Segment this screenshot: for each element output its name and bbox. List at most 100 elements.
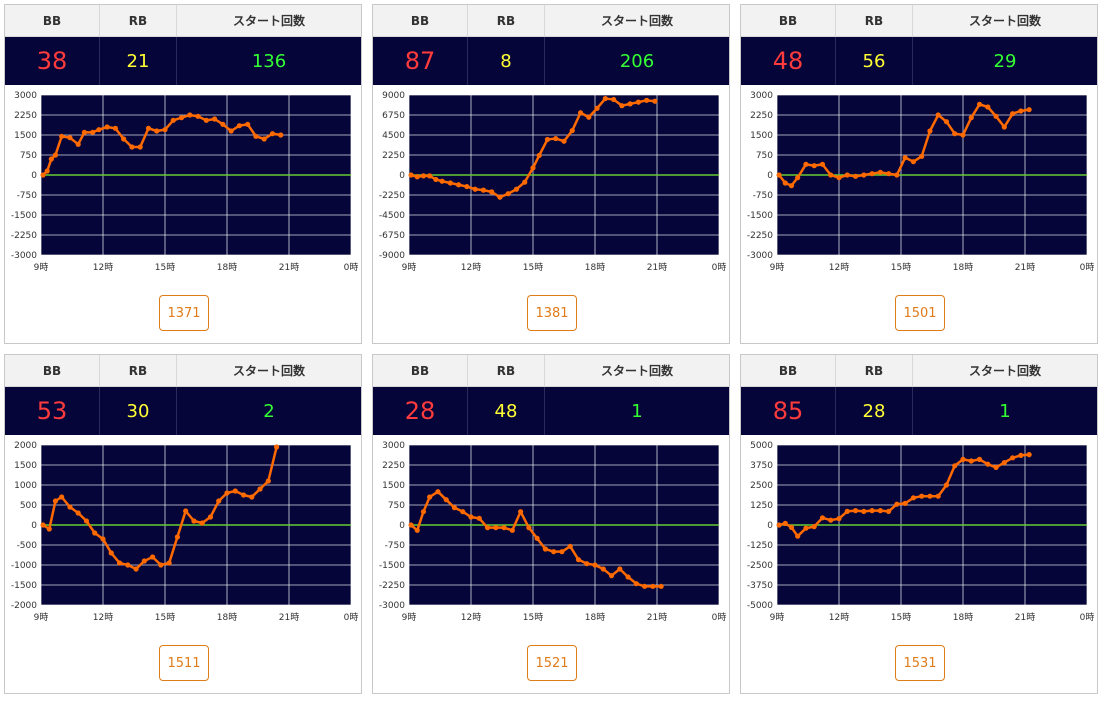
y-tick-label: -2250 — [379, 191, 405, 201]
data-point — [652, 98, 658, 104]
data-point — [1010, 111, 1016, 117]
y-tick-label: 0 — [767, 171, 773, 181]
bb-header: BB — [741, 355, 836, 386]
x-tick-label: 0時 — [1080, 262, 1095, 273]
y-tick-label: 1250 — [750, 501, 773, 511]
data-point — [240, 492, 247, 498]
start-count-value: 2 — [263, 400, 275, 422]
x-tick-label: 18時 — [217, 262, 237, 273]
data-point — [414, 527, 420, 533]
x-tick-label: 21時 — [279, 612, 299, 623]
data-point — [414, 174, 420, 180]
data-point — [852, 173, 859, 179]
data-point — [447, 180, 453, 186]
data-point — [212, 116, 218, 122]
data-point — [919, 493, 925, 499]
x-tick-label: 21時 — [647, 612, 667, 623]
data-point — [1001, 124, 1007, 130]
start-count-value: 136 — [251, 50, 287, 72]
data-point — [420, 509, 427, 515]
data-point — [427, 173, 433, 179]
y-tick-label: -1500 — [747, 211, 773, 221]
data-point — [968, 458, 974, 464]
machine-number-button[interactable]: 1501 — [895, 295, 945, 331]
data-point — [575, 557, 582, 563]
machine-number-button[interactable]: 1521 — [527, 645, 577, 681]
data-point — [137, 144, 143, 150]
rb-header: RB — [836, 5, 913, 36]
data-point — [245, 121, 251, 127]
data-point — [952, 131, 958, 137]
data-point — [952, 463, 958, 469]
rb-header: RB — [100, 5, 177, 36]
y-tick-label: -500 — [17, 541, 38, 551]
data-point — [513, 186, 520, 192]
rb-value: 48 — [468, 387, 545, 435]
y-tick-label: 2500 — [750, 481, 773, 491]
y-tick-label: 1500 — [14, 131, 37, 141]
data-point — [154, 128, 160, 134]
x-tick-label: 9時 — [770, 612, 785, 623]
machine-number-button[interactable]: 1531 — [895, 645, 945, 681]
data-point — [522, 179, 528, 185]
y-tick-label: -1500 — [11, 581, 37, 591]
x-tick-label: 18時 — [953, 612, 973, 623]
data-point — [183, 508, 189, 514]
rb-value: 8 — [468, 37, 545, 85]
data-point — [505, 191, 511, 197]
data-point — [46, 526, 52, 532]
data-point — [577, 110, 584, 116]
y-tick-label: 4500 — [382, 131, 405, 141]
y-tick-label: 2250 — [382, 461, 405, 471]
data-point — [894, 501, 900, 507]
y-tick-label: -1000 — [11, 561, 37, 571]
y-tick-label: -3000 — [747, 251, 773, 261]
data-point — [910, 159, 916, 165]
x-tick-label: 15時 — [523, 262, 543, 273]
x-tick-label: 0時 — [344, 612, 359, 623]
data-point — [408, 172, 414, 178]
data-point — [501, 525, 507, 531]
data-point — [788, 524, 795, 530]
data-point — [811, 163, 817, 169]
data-point — [59, 494, 65, 500]
data-point — [861, 508, 867, 514]
data-point — [52, 498, 59, 504]
data-point — [489, 189, 495, 195]
data-point — [472, 186, 478, 192]
machine-panel: BB RB スタート回数 28 48 1 1521 3000 2250 1500 75… — [372, 354, 730, 694]
x-tick-label: 12時 — [461, 262, 481, 273]
data-point — [968, 115, 974, 121]
x-tick-label: 9時 — [770, 262, 785, 273]
x-tick-label: 15時 — [891, 262, 911, 273]
data-point — [795, 175, 801, 181]
rb-value: 28 — [836, 387, 913, 435]
machine-number-button[interactable]: 1371 — [159, 295, 209, 331]
data-point — [782, 520, 788, 526]
y-tick-label: 3000 — [14, 91, 37, 101]
stats-header: BB RB スタート回数 — [373, 355, 729, 387]
start-count-header: スタート回数 — [968, 14, 1041, 28]
data-point — [530, 165, 536, 171]
data-point — [145, 125, 152, 131]
machine-number-button[interactable]: 1511 — [159, 645, 209, 681]
data-point — [625, 574, 631, 580]
data-point — [902, 155, 908, 161]
x-tick-label: 12時 — [461, 612, 481, 623]
y-tick-label: -750 — [17, 191, 38, 201]
stats-values: 28 48 1 — [373, 387, 729, 435]
machine-number-button[interactable]: 1381 — [527, 295, 577, 331]
data-point — [100, 536, 106, 542]
data-point — [1018, 108, 1024, 114]
data-point — [608, 573, 615, 579]
data-point — [216, 498, 222, 504]
machine-panel: BB RB スタート回数 48 56 29 1501 3000 2250 1500 7… — [740, 4, 1098, 344]
bb-value: 28 — [373, 387, 468, 435]
start-count-value: 29 — [993, 50, 1017, 72]
data-point — [776, 522, 782, 528]
start-count-value: 206 — [619, 50, 655, 72]
x-tick-label: 9時 — [402, 262, 417, 273]
data-point — [439, 178, 445, 184]
data-point — [67, 135, 73, 141]
start-count-header: スタート回数 — [600, 364, 673, 378]
